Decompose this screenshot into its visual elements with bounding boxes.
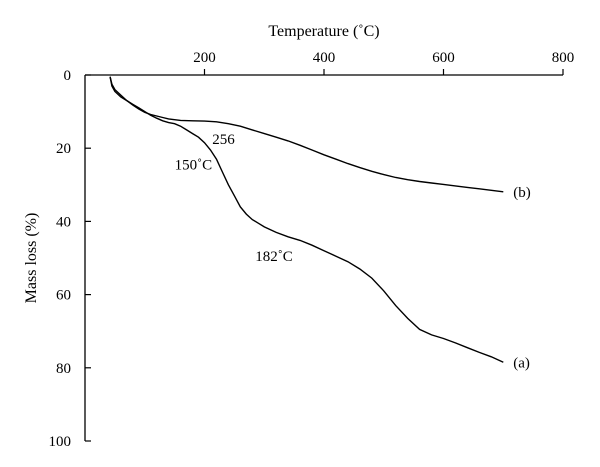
y-tick-label: 0 [64, 68, 72, 84]
y-tick-label: 80 [56, 361, 71, 377]
y-tick-label: 100 [49, 434, 72, 450]
x-tick-label: 400 [313, 50, 336, 66]
y-tick-label: 40 [56, 214, 71, 230]
series-line-1 [109, 76, 504, 193]
y-ticks: 0 20 40 60 80 100 [49, 68, 91, 450]
x-ticks: 200 400 600 800 [193, 50, 574, 75]
series-label-0: (a) [513, 355, 530, 371]
y-axis-title: Mass loss (%) [23, 213, 40, 304]
annotations-group: 256 150˚C 182˚C [175, 132, 293, 265]
series-label-1: (b) [513, 185, 531, 201]
x-tick-label: 600 [432, 50, 455, 66]
x-axis-title: Temperature (˚C) [268, 23, 379, 40]
annotation-label: 182˚C [255, 249, 293, 265]
series-group: (a) (b) [109, 76, 531, 371]
x-tick-label: 800 [552, 50, 575, 66]
annotation-label: 256 [212, 132, 235, 148]
x-tick-label: 200 [193, 50, 216, 66]
annotation-label: 150˚C [175, 158, 213, 174]
y-tick-label: 60 [56, 288, 71, 304]
y-tick-label: 20 [56, 141, 71, 157]
